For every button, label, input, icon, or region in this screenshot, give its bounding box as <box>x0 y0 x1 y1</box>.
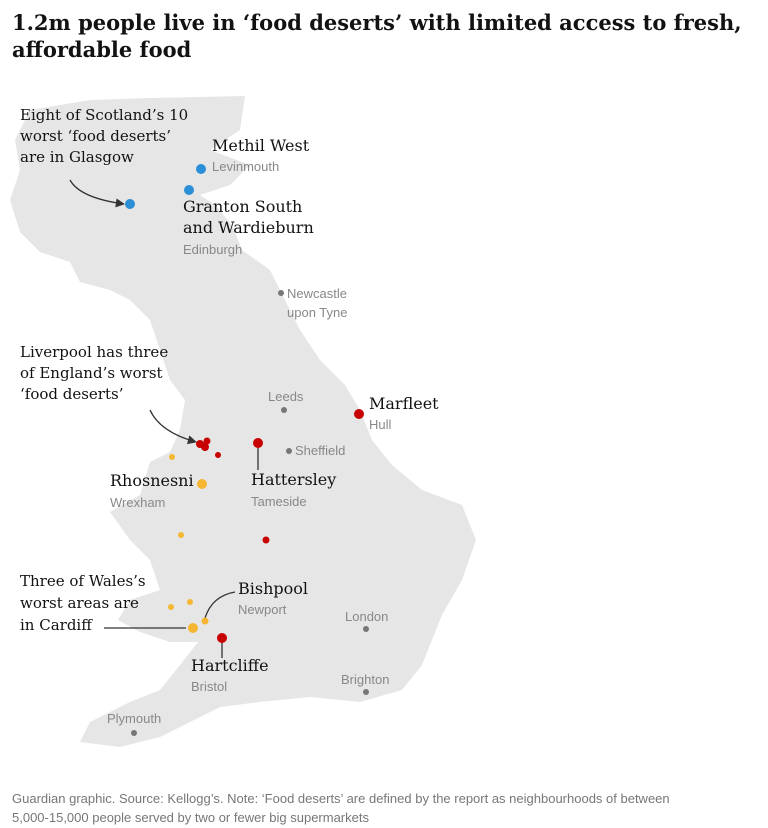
city-label: Brighton <box>341 672 389 687</box>
gb-outline <box>10 96 476 747</box>
text-line: Granton South <box>183 197 302 216</box>
place-area: Newport <box>238 602 287 617</box>
blue-dots <box>125 164 206 209</box>
title: 1.2m people live in ‘food deserts’ with … <box>12 10 749 62</box>
place-area: Hull <box>369 417 392 432</box>
text-line: worst areas are <box>20 594 139 612</box>
orange-dots <box>168 454 209 633</box>
text-line: and Wardieburn <box>183 218 314 237</box>
text-line: upon Tyne <box>287 305 347 320</box>
annotation: Liverpool has three of England’s worst ‘fo… <box>20 343 168 403</box>
place-area: Bristol <box>191 679 227 694</box>
footer: Guardian graphic. Source: Kellogg’s. Not… <box>12 791 670 825</box>
text-line: of England’s worst <box>20 364 163 382</box>
place-area: Levinmouth <box>212 159 279 174</box>
place-name: Marfleet <box>369 394 439 413</box>
city-dots <box>131 290 369 736</box>
place-name: Hartcliffe <box>191 656 269 675</box>
text-line: worst ‘food deserts’ <box>20 127 171 145</box>
text-line: 1.2m people live in ‘food deserts’ with … <box>12 10 742 35</box>
text-line: are in Glasgow <box>20 148 134 166</box>
text-line: London <box>345 609 388 624</box>
city-label: Leeds <box>268 389 304 404</box>
text-line: Leeds <box>268 389 304 404</box>
text-line: 5,000-15,000 people served by two or few… <box>12 810 369 825</box>
text-line: Guardian graphic. Source: Kellogg’s. Not… <box>12 791 670 806</box>
text-line: Brighton <box>341 672 389 687</box>
city-label: London <box>345 609 388 624</box>
text-line: Rhosnesni <box>110 471 194 490</box>
red-dots <box>196 409 364 643</box>
place-name: Methil West <box>212 136 310 155</box>
annotation: Eight of Scotland’s 10 worst ‘food desert… <box>20 106 188 166</box>
text-line: Newcastle <box>287 286 347 301</box>
place-name: Hattersley <box>251 470 336 489</box>
place-area: Wrexham <box>110 495 165 510</box>
text-line: Hartcliffe <box>191 656 269 675</box>
text-line: Methil West <box>212 136 310 155</box>
text-line: Hattersley <box>251 470 336 489</box>
place-name: Bishpool <box>238 579 308 598</box>
city-label: Sheffield <box>295 443 345 458</box>
text-line: Marfleet <box>369 394 439 413</box>
text-line: affordable food <box>12 37 192 62</box>
place-area: Edinburgh <box>183 242 242 257</box>
text-line: Bishpool <box>238 579 308 598</box>
text-line: Eight of Scotland’s 10 <box>20 106 188 124</box>
annotation: Three of Wales’s worst areas are in Cardif… <box>20 572 146 634</box>
place-area: Tameside <box>251 494 307 509</box>
city-label: Plymouth <box>107 711 161 726</box>
text-line: Liverpool has three <box>20 343 168 361</box>
text-line: Plymouth <box>107 711 161 726</box>
text-line: Three of Wales’s <box>20 572 146 590</box>
place-name: Granton South and Wardieburn <box>183 197 314 237</box>
city-label: Newcastle upon Tyne <box>287 286 347 320</box>
place-name: Rhosnesni <box>110 471 194 490</box>
text-line: in Cardiff <box>20 616 93 634</box>
text-line: ‘food deserts’ <box>20 385 123 403</box>
text-line: Sheffield <box>295 443 345 458</box>
